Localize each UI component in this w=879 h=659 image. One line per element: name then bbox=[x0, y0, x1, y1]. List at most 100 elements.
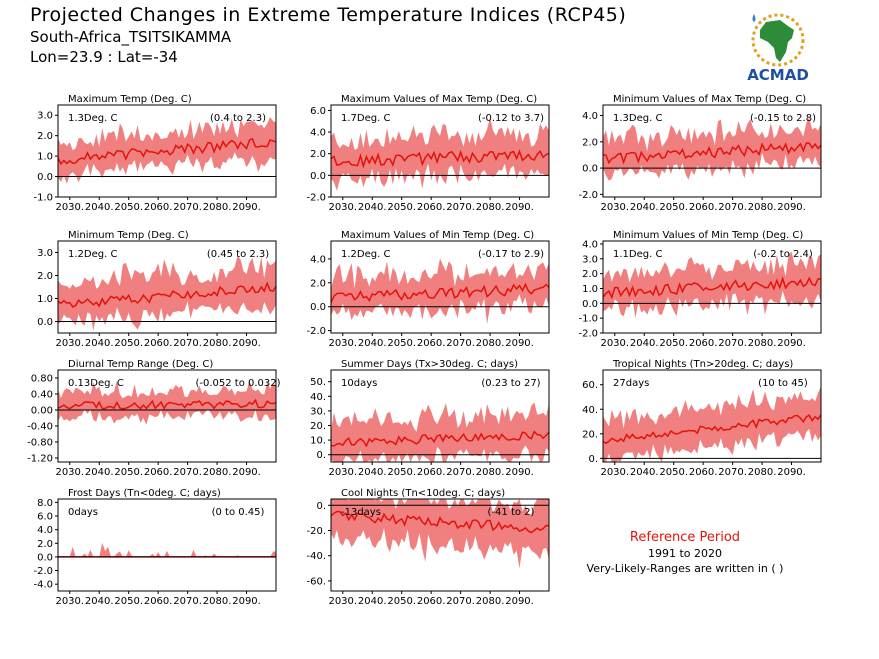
y-tick-label: 2.0 bbox=[582, 137, 598, 148]
x-tick-label: 2080. bbox=[203, 338, 232, 349]
chart-title: Cool Nights (Tn<10deg. C; days) bbox=[341, 488, 505, 499]
chart-title: Diurnal Temp Range (Deg. C) bbox=[68, 359, 213, 370]
likely-range: (0 to 0.45) bbox=[212, 507, 265, 518]
x-tick-label: 2040. bbox=[85, 202, 114, 213]
chart-panel: Tropical Nights (Tn>20deg. C; days) 60. 40… bbox=[582, 359, 822, 478]
y-tick-label: 0.0 bbox=[310, 302, 326, 313]
plot-frame bbox=[602, 369, 822, 463]
x-tick-label: 2060. bbox=[689, 202, 718, 213]
logo-text: ACMAD bbox=[747, 66, 809, 84]
range-band bbox=[603, 251, 821, 318]
range-band bbox=[603, 386, 821, 462]
plot-frame bbox=[57, 498, 277, 592]
change-value: 27days bbox=[613, 378, 649, 389]
chart-title: Maximum Temp (Deg. C) bbox=[68, 94, 192, 105]
chart-title: Maximum Values of Max Temp (Deg. C) bbox=[341, 94, 537, 105]
range-band bbox=[603, 117, 821, 181]
plot-frame bbox=[57, 240, 277, 334]
y-tick-label: -20. bbox=[306, 526, 326, 537]
x-tick-label: 2090. bbox=[232, 467, 261, 478]
y-tick-label: 0. bbox=[588, 454, 598, 465]
x-tick-label: 2050. bbox=[659, 467, 688, 478]
y-tick-label: 0. bbox=[316, 450, 326, 461]
chart-title: Tropical Nights (Tn>20deg. C; days) bbox=[612, 359, 793, 370]
x-tick-label: 2030. bbox=[55, 202, 84, 213]
chart-panel: Maximum Values of Min Temp (Deg. C) 4.0 2.… bbox=[306, 230, 550, 349]
plot-frame bbox=[330, 240, 550, 334]
y-tick-label: 3.0 bbox=[582, 254, 598, 265]
y-tick-label: 1.0 bbox=[37, 294, 53, 305]
x-tick-label: 2060. bbox=[689, 467, 718, 478]
x-tick-label: 2040. bbox=[630, 202, 659, 213]
x-tick-label: 2040. bbox=[630, 467, 659, 478]
likely-range: (0.23 to 27) bbox=[481, 378, 540, 389]
median-line bbox=[602, 414, 822, 445]
x-tick-label: 2060. bbox=[144, 467, 173, 478]
africa-icon bbox=[751, 13, 805, 67]
reference-period-box: Reference Period 1991 to 2020 Very-Likel… bbox=[580, 530, 790, 575]
y-tick-label: 4.0 bbox=[582, 239, 598, 250]
x-tick-label: 2090. bbox=[777, 467, 806, 478]
x-tick-label: 2080. bbox=[476, 202, 505, 213]
y-tick-label: -40. bbox=[306, 551, 326, 562]
x-tick-label: 2080. bbox=[748, 338, 777, 349]
x-tick-label: 2040. bbox=[630, 338, 659, 349]
acmad-logo: ACMAD bbox=[747, 13, 809, 84]
x-tick-label: 2090. bbox=[232, 338, 261, 349]
x-tick-label: 2040. bbox=[358, 338, 387, 349]
y-tick-label: 0.0 bbox=[37, 172, 53, 183]
change-value: 0days bbox=[68, 507, 98, 518]
x-tick-label: 2070. bbox=[173, 467, 202, 478]
coordinates-label: Lon=23.9 : Lat=-34 bbox=[30, 48, 178, 66]
chart-panel: Minimum Values of Min Temp (Deg. C) 4.0 3.… bbox=[578, 230, 822, 349]
x-tick-label: 2090. bbox=[777, 338, 806, 349]
likely-range: (-0.17 to 2.9) bbox=[478, 249, 544, 260]
reference-note: Very-Likely-Ranges are written in ( ) bbox=[586, 562, 784, 575]
y-tick-label: 10. bbox=[310, 436, 326, 447]
x-tick-label: 2040. bbox=[358, 202, 387, 213]
x-tick-label: 2030. bbox=[55, 338, 84, 349]
chart-title: Frost Days (Tn<0deg. C; days) bbox=[68, 488, 221, 499]
median-line bbox=[57, 398, 277, 410]
plot-frame bbox=[330, 104, 550, 198]
y-tick-label: 8.0 bbox=[37, 498, 53, 509]
location-label: South-Africa_TSITSIKAMMA bbox=[30, 28, 232, 46]
range-band bbox=[331, 402, 549, 462]
x-tick-label: 2030. bbox=[600, 467, 629, 478]
likely-range: (10 to 45) bbox=[758, 378, 808, 389]
y-tick-label: -1.0 bbox=[578, 314, 598, 325]
x-tick-label: 2030. bbox=[328, 467, 357, 478]
x-tick-label: 2050. bbox=[114, 338, 143, 349]
y-tick-label: 40. bbox=[582, 405, 598, 416]
y-tick-label: -2.0 bbox=[306, 193, 326, 204]
likely-range: (-0.052 to 0.032) bbox=[195, 378, 280, 389]
y-tick-label: 0.0 bbox=[37, 317, 53, 328]
median-line bbox=[330, 282, 550, 303]
chart-panel: Minimum Values of Max Temp (Deg. C) 4.0 2.… bbox=[578, 94, 822, 213]
x-tick-label: 2070. bbox=[446, 467, 475, 478]
x-tick-label: 2060. bbox=[417, 202, 446, 213]
y-tick-label: 4.0 bbox=[310, 128, 326, 139]
y-tick-label: 30. bbox=[310, 406, 326, 417]
y-tick-label: 4.0 bbox=[310, 254, 326, 265]
x-tick-label: 2050. bbox=[659, 338, 688, 349]
y-tick-label: 0.0 bbox=[37, 552, 53, 563]
x-tick-label: 2030. bbox=[600, 338, 629, 349]
x-tick-label: 2090. bbox=[505, 467, 534, 478]
x-tick-label: 2070. bbox=[718, 338, 747, 349]
y-tick-label: 3.0 bbox=[37, 111, 53, 122]
y-tick-label: -1.0 bbox=[33, 193, 53, 204]
x-tick-label: 2080. bbox=[203, 467, 232, 478]
chart-panel: Maximum Values of Max Temp (Deg. C) 6.0 4.… bbox=[306, 94, 550, 213]
chart-panel: Summer Days (Tx>30deg. C; days) 50. 40. 30.… bbox=[310, 359, 550, 478]
plot-frame bbox=[57, 104, 277, 198]
x-tick-label: 2090. bbox=[232, 202, 261, 213]
x-tick-label: 2080. bbox=[203, 202, 232, 213]
x-tick-label: 2060. bbox=[144, 596, 173, 607]
chart-title: Minimum Values of Min Temp (Deg. C) bbox=[613, 230, 803, 241]
chart-panel: Frost Days (Tn<0deg. C; days) 8.0 6.0 4.0 2.… bbox=[33, 488, 277, 607]
y-tick-label: 20. bbox=[582, 429, 598, 440]
change-value: 1.2Deg. C bbox=[341, 249, 390, 260]
y-tick-label: -4.0 bbox=[33, 580, 53, 591]
